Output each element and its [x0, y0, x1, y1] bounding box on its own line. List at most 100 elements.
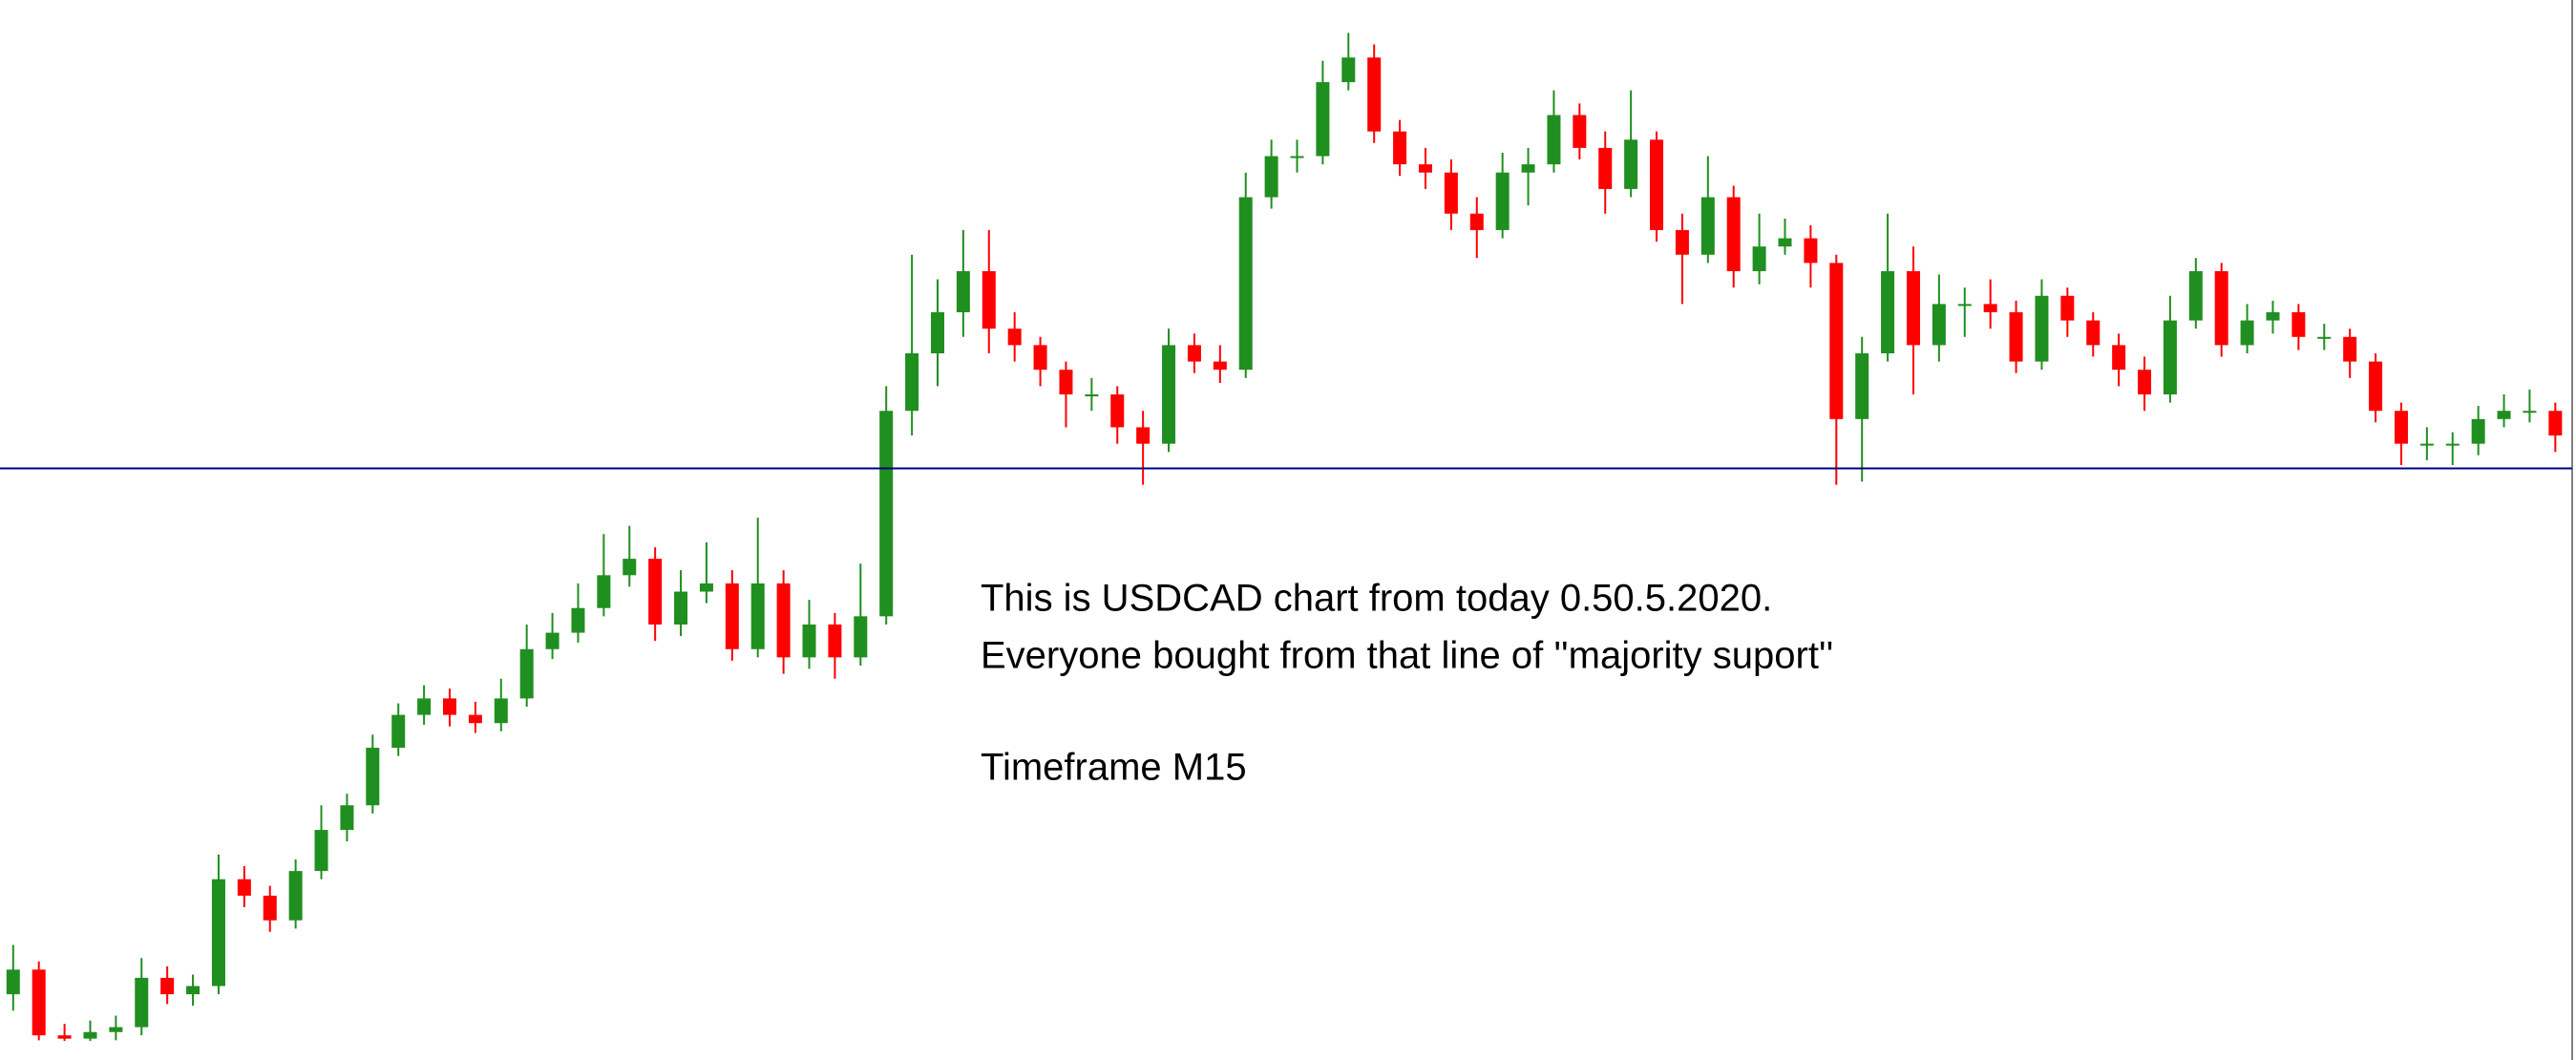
candle-body [211, 879, 225, 986]
candle-body [1932, 304, 1946, 346]
candle-body [1264, 156, 1278, 198]
candle-body [1316, 82, 1330, 157]
candle-body [83, 1031, 97, 1039]
candle-body [2060, 295, 2075, 321]
candle-body [1290, 156, 1304, 159]
candle-body [699, 583, 713, 592]
candle-body [2343, 336, 2357, 362]
candle-body [2163, 320, 2177, 395]
candle-body [1650, 139, 1664, 230]
candle-body [2471, 418, 2485, 444]
candle-body [186, 986, 201, 995]
candle-body [2240, 320, 2254, 346]
candle-body [2035, 295, 2049, 362]
candle-body [1238, 197, 1253, 371]
candle-body [2086, 320, 2101, 346]
candle-body [1752, 246, 1766, 271]
candle-body [2369, 361, 2383, 412]
candle-body [340, 805, 354, 831]
candle-body [1700, 197, 1715, 255]
candle-body [1804, 238, 1818, 264]
candle-body [417, 698, 432, 715]
candle-body [2188, 270, 2203, 321]
candle-body [905, 353, 919, 412]
candle-body [2009, 311, 2023, 362]
candle-body [1110, 394, 1125, 428]
candle-body [160, 977, 175, 995]
candle-body [2112, 345, 2126, 371]
candle-body [2214, 270, 2228, 346]
annotation: Everyone bought from that line of ''majo… [981, 635, 1833, 677]
candle-body [1187, 345, 1201, 362]
candle-body [1521, 164, 1535, 173]
candle-body [1906, 270, 1920, 346]
candle-body [2291, 311, 2306, 337]
candle-body [2138, 370, 2152, 395]
candle-body [1547, 115, 1561, 165]
candle-body [930, 311, 944, 353]
candle-body [623, 559, 637, 576]
candle-body [314, 830, 328, 872]
candle-body [1059, 370, 1073, 395]
candle-body [263, 895, 277, 921]
candle-body [956, 270, 970, 312]
candle-body [57, 1035, 72, 1039]
candle-body [1444, 172, 1458, 214]
candle-body [2445, 443, 2460, 446]
candle-body [1881, 270, 1895, 353]
candle-body [2317, 336, 2332, 339]
candle-body [1136, 427, 1151, 444]
candle-body [674, 591, 688, 625]
candle-body [2419, 443, 2434, 446]
candle-body [2394, 411, 2408, 444]
candle-body [32, 969, 46, 1036]
candle-body [1213, 361, 1227, 371]
candle-body [442, 698, 456, 715]
candle-body [1418, 164, 1432, 173]
candle-body [288, 871, 303, 921]
candle-body [982, 270, 996, 329]
annotation: This is USDCAD chart from today 0.50.5.2… [981, 578, 1772, 620]
candle-body [2548, 411, 2563, 436]
candle-body [1957, 304, 1972, 307]
candle-body [1033, 345, 1047, 371]
candle-body [1341, 57, 1356, 83]
candle-body [1675, 229, 1689, 255]
candle-body [2523, 411, 2537, 413]
candle-body [135, 977, 149, 1028]
candle-body [725, 583, 739, 649]
candle-body [1085, 394, 1099, 397]
candle-body [854, 616, 868, 658]
candle-body [597, 575, 611, 608]
candle-body [1624, 139, 1638, 189]
candle-body [468, 714, 482, 724]
candle-body [237, 879, 251, 896]
candle-body [366, 748, 380, 806]
candle-body [2497, 411, 2511, 419]
candle-body [1778, 238, 1792, 247]
candle-body [109, 1027, 123, 1032]
candle-body [571, 607, 585, 633]
candle-body [1393, 131, 1407, 165]
candle-body [1007, 329, 1022, 346]
candle-body [391, 714, 406, 749]
candle-body [828, 624, 842, 658]
candle-body [1726, 197, 1741, 271]
candle-body [1162, 345, 1176, 444]
candle-body [802, 624, 816, 658]
candle-body [750, 583, 765, 649]
candle-body [1983, 304, 1997, 312]
candle-body [494, 698, 508, 724]
candle-body [776, 583, 791, 658]
candle-body [1469, 213, 1484, 230]
candle-body [545, 632, 560, 649]
candle-body [519, 648, 534, 699]
candle-body [1367, 57, 1382, 132]
candle-body [1573, 115, 1587, 148]
candle-body [2266, 311, 2280, 321]
candle-body [1495, 172, 1510, 230]
candle-body [879, 411, 894, 617]
plot-area [6, 32, 2563, 1041]
candle-body [1829, 263, 1844, 419]
